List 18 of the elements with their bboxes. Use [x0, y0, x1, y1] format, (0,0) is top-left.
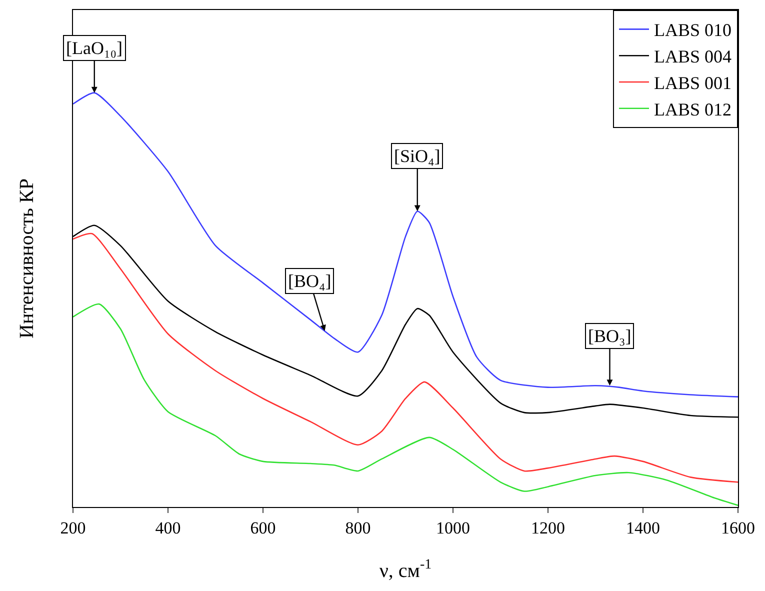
annotation: [BO₄]	[288, 271, 332, 291]
x-tick-label: 600	[250, 518, 276, 538]
annotation: [SiO₄]	[394, 146, 440, 166]
x-tick-label: 400	[155, 518, 181, 538]
annotation: [BO₃]	[588, 326, 632, 346]
x-tick-label: 1400	[626, 518, 660, 538]
x-tick-label: 800	[345, 518, 371, 538]
x-tick-label: 200	[60, 518, 86, 538]
x-tick-label: 1000	[436, 518, 470, 538]
legend-label: LABS 004	[654, 46, 732, 67]
x-axis-title: ν, см$^{-1}$	[379, 558, 432, 582]
legend-label: LABS 012	[654, 99, 732, 120]
annotation: [LaO₁₀]	[66, 38, 123, 58]
legend-label: LABS 010	[654, 20, 732, 40]
x-tick-label: 1200	[531, 518, 565, 538]
legend-label: LABS 001	[654, 73, 732, 94]
x-tick-label: 1600	[721, 518, 755, 538]
y-axis-title: Интенсивность КР	[16, 178, 38, 338]
